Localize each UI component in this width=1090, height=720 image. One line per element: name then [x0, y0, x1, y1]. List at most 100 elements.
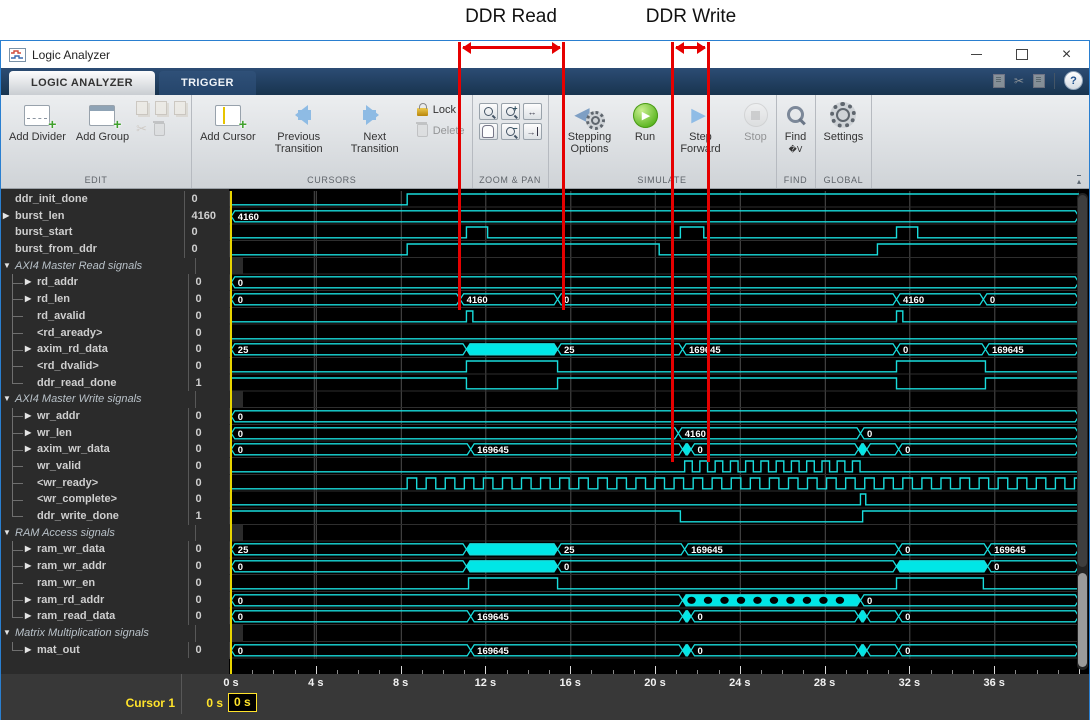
find-button[interactable]: Find �Ⅴ: [780, 97, 812, 158]
signal-name[interactable]: <rd_dvalid>: [1, 357, 188, 375]
signal-group-row[interactable]: ▼ AXI4 Master Write signals: [1, 391, 1079, 408]
signal-name[interactable]: ▶ ram_wr_addr: [1, 558, 188, 575]
signal-name[interactable]: ddr_read_done: [1, 374, 188, 392]
expand-bus-icon[interactable]: ▶: [25, 277, 32, 287]
signal-row[interactable]: ▶ ram_rd_addr 0 0 0: [1, 591, 1080, 609]
expand-bus-icon[interactable]: ▶: [25, 344, 32, 354]
scrollbar-thumb[interactable]: [1078, 573, 1087, 667]
zoom-out-button[interactable]: −: [500, 123, 520, 140]
signal-row[interactable]: burst_start 0: [1, 224, 1079, 242]
signal-name[interactable]: ▼ AXI4 Master Write signals: [1, 391, 195, 408]
expand-bus-icon[interactable]: ▶: [25, 410, 32, 420]
collapse-group-icon[interactable]: ▼: [3, 627, 11, 637]
zoom-region-button[interactable]: [478, 103, 498, 120]
signal-name[interactable]: burst_from_ddr: [1, 241, 184, 258]
signal-name[interactable]: ▶ ram_rd_addr: [1, 591, 188, 609]
signal-name[interactable]: ▶ rd_len: [1, 291, 188, 308]
duplicate-icon[interactable]: [174, 101, 187, 115]
cut-icon[interactable]: ✂: [1013, 73, 1024, 88]
copy-icon[interactable]: [136, 101, 149, 115]
delete-cursor-button[interactable]: Delete: [415, 122, 465, 137]
signal-name[interactable]: ▶ axim_wr_data: [1, 441, 188, 458]
add-cursor-button[interactable]: + Add Cursor: [195, 97, 261, 145]
signal-group-row[interactable]: ▼ Matrix Multiplication signals: [1, 624, 1079, 642]
pan-button[interactable]: [478, 123, 498, 140]
signal-name[interactable]: ▶ burst_len: [1, 207, 184, 225]
collapse-ribbon-button[interactable]: ▴: [1076, 175, 1081, 186]
signal-name[interactable]: <rd_aready>: [1, 324, 188, 342]
delete-icon[interactable]: [152, 120, 165, 136]
zoom-in-button[interactable]: +: [500, 103, 520, 120]
signal-row[interactable]: ▶ wr_len 0 0 4160 0: [1, 424, 1080, 442]
signal-name[interactable]: <wr_ready>: [1, 474, 188, 492]
collapse-group-icon[interactable]: ▼: [3, 527, 11, 537]
signal-name[interactable]: ▼ AXI4 Master Read signals: [1, 257, 195, 275]
stepping-options-button[interactable]: ◀ Stepping Options: [552, 97, 628, 157]
signal-name[interactable]: ▼ Matrix Multiplication signals: [1, 624, 195, 642]
signal-name[interactable]: wr_valid: [1, 458, 188, 475]
signal-row[interactable]: ▶ ram_read_data 0 0 169645 0 0: [1, 608, 1080, 625]
cursor-1-time-box[interactable]: 0 s: [228, 693, 257, 712]
signal-row[interactable]: burst_from_ddr 0: [1, 241, 1080, 258]
signal-row[interactable]: ddr_write_done 1: [1, 508, 1079, 525]
signal-row[interactable]: ▶ rd_addr 0 0: [1, 274, 1080, 292]
collapse-group-icon[interactable]: ▼: [3, 394, 11, 404]
signal-group-row[interactable]: ▼ RAM Access signals: [1, 524, 1079, 542]
signal-name[interactable]: ▶ wr_addr: [1, 407, 188, 425]
signal-row[interactable]: ▶ rd_len 0 0 4160 0 4160 0: [1, 291, 1080, 308]
signal-row[interactable]: ▶ wr_addr 0 0: [1, 407, 1080, 425]
expand-bus-icon[interactable]: ▶: [25, 561, 32, 571]
expand-bus-icon[interactable]: ▶: [25, 544, 32, 554]
signal-name[interactable]: ▶ ram_wr_data: [1, 541, 188, 559]
cut-icon[interactable]: ✂: [136, 121, 147, 136]
expand-bus-icon[interactable]: ▶: [25, 427, 32, 437]
signal-row[interactable]: ▶ axim_rd_data 0 25 25 169645 0 169645: [1, 341, 1080, 358]
signal-row[interactable]: ▶ axim_wr_data 0 0 169645 0 0: [1, 441, 1080, 458]
copy-icon[interactable]: [992, 73, 1005, 88]
expand-bus-icon[interactable]: ▶: [25, 594, 32, 604]
signal-name[interactable]: ▶ mat_out: [1, 641, 188, 659]
signal-row[interactable]: ram_wr_en 0: [1, 574, 1079, 592]
signal-row[interactable]: ddr_init_done 0: [1, 191, 1080, 208]
signal-name[interactable]: burst_start: [1, 224, 184, 242]
signal-row[interactable]: ▶ mat_out 0 0 169645 0 0: [1, 641, 1080, 659]
settings-button[interactable]: Settings: [819, 97, 869, 145]
signal-name[interactable]: ram_wr_en: [1, 574, 188, 592]
signal-name[interactable]: ddr_write_done: [1, 508, 188, 525]
maximize-button[interactable]: [999, 41, 1044, 68]
signal-row[interactable]: wr_valid 0: [1, 458, 1079, 475]
signal-row[interactable]: <wr_ready> 0: [1, 474, 1080, 492]
paste-icon[interactable]: [1033, 73, 1045, 88]
expand-bus-icon[interactable]: ▶: [25, 444, 32, 454]
expand-bus-icon[interactable]: ▶: [25, 644, 32, 654]
minimize-button[interactable]: [954, 41, 999, 68]
next-transition-button[interactable]: Next Transition: [337, 97, 413, 157]
signal-row[interactable]: <rd_dvalid> 0: [1, 357, 1079, 375]
signal-row[interactable]: <rd_aready> 0: [1, 324, 1079, 342]
zoom-to-cursor-button[interactable]: →: [522, 123, 542, 140]
signal-row[interactable]: ▶ ram_wr_addr 0 0 0 0: [1, 558, 1080, 575]
signal-name[interactable]: <wr_complete>: [1, 491, 188, 509]
signal-name[interactable]: ▼ RAM Access signals: [1, 524, 195, 542]
signal-row[interactable]: <wr_complete> 0: [1, 491, 1079, 509]
help-button[interactable]: ?: [1064, 71, 1083, 90]
signal-name[interactable]: ▶ rd_addr: [1, 274, 188, 292]
cursor-1-line[interactable]: [230, 191, 232, 674]
expand-bus-icon[interactable]: ▶: [25, 294, 32, 304]
signal-row[interactable]: ▶ burst_len 4160 4160: [1, 207, 1080, 225]
previous-transition-button[interactable]: Previous Transition: [261, 97, 337, 157]
vertical-scrollbar[interactable]: [1077, 193, 1088, 670]
tab-trigger[interactable]: TRIGGER: [158, 71, 256, 95]
signal-name[interactable]: ▶ wr_len: [1, 424, 188, 442]
expand-bus-icon[interactable]: ▶: [3, 210, 10, 220]
signal-name[interactable]: ▶ axim_rd_data: [1, 341, 188, 358]
tab-logic-analyzer[interactable]: LOGIC ANALYZER: [9, 71, 155, 95]
stop-button[interactable]: Stop: [739, 97, 773, 145]
fit-to-view-button[interactable]: ↔: [522, 103, 542, 120]
paste-icon[interactable]: [155, 101, 168, 115]
signal-name[interactable]: ▶ ram_read_data: [1, 608, 188, 625]
signal-row[interactable]: ddr_read_done 1: [1, 374, 1079, 392]
signal-group-row[interactable]: ▼ AXI4 Master Read signals: [1, 257, 1079, 275]
collapse-group-icon[interactable]: ▼: [3, 260, 11, 270]
run-button[interactable]: ▶ Run: [628, 97, 663, 145]
